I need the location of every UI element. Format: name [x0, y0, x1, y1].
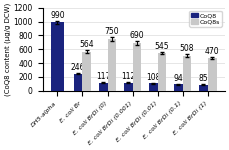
Y-axis label: (CoQ8 content (µg/g DCW): (CoQ8 content (µg/g DCW) — [4, 3, 11, 96]
Bar — [82, 52, 91, 91]
Bar — [208, 58, 217, 91]
Text: 246: 246 — [71, 63, 85, 72]
Bar — [133, 43, 141, 91]
Bar — [199, 85, 208, 91]
Text: 750: 750 — [105, 27, 119, 36]
Bar — [158, 53, 166, 91]
Text: 94: 94 — [173, 74, 183, 83]
Bar — [124, 83, 133, 91]
Bar — [99, 83, 108, 91]
Text: 508: 508 — [180, 44, 194, 53]
Bar — [149, 83, 158, 91]
Text: 108: 108 — [146, 73, 161, 82]
Legend: CoQ8, CoQ8s: CoQ8, CoQ8s — [189, 11, 222, 27]
Bar — [51, 22, 64, 91]
Text: 112: 112 — [121, 72, 135, 81]
Text: 690: 690 — [130, 31, 144, 40]
Text: 117: 117 — [96, 72, 110, 81]
Text: 470: 470 — [205, 47, 219, 56]
Text: 545: 545 — [155, 42, 169, 51]
Text: 564: 564 — [79, 40, 94, 49]
Bar — [74, 74, 82, 91]
Bar — [183, 56, 191, 91]
Bar — [108, 39, 116, 91]
Bar — [174, 84, 183, 91]
Text: 85: 85 — [199, 74, 208, 83]
Text: 990: 990 — [50, 11, 65, 20]
